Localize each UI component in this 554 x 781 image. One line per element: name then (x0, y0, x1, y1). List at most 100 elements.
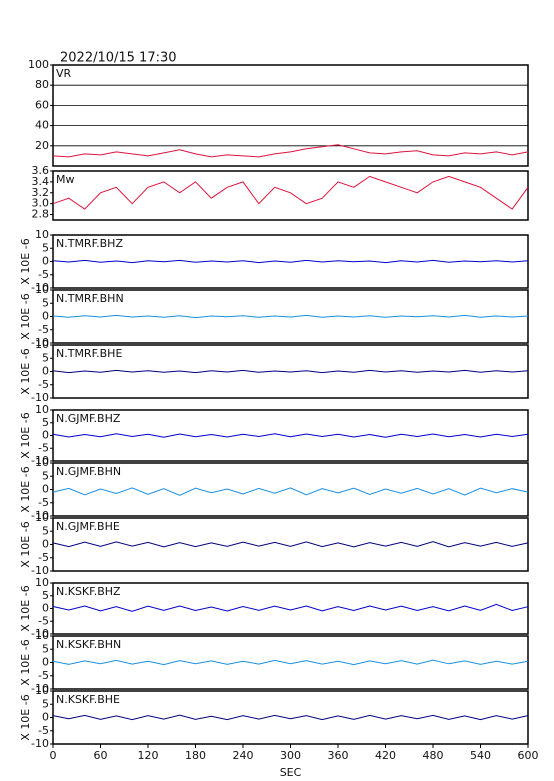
y-tick-label: -5 (38, 614, 49, 627)
trace-line (52, 433, 529, 438)
trace-line (52, 259, 529, 264)
y-tick-label: 5 (42, 697, 49, 710)
y-tick-label: 10 (35, 403, 49, 416)
panel-label: N.KSKF.BHZ (56, 585, 121, 598)
panel-label: N.GJMF.BHE (56, 520, 120, 533)
x-tick-label: 120 (138, 749, 159, 762)
y-tick-label: 0 (42, 365, 49, 378)
chart-title: 2022/10/15 17:30 (60, 51, 177, 66)
y-tick-label: 3.4 (32, 175, 50, 188)
trace-line (52, 369, 529, 374)
y-tick-label: 60 (35, 98, 49, 111)
y-tick-label: -5 (38, 724, 49, 737)
y-tick-label: -10 (31, 391, 49, 404)
y-tick-label: 5 (42, 241, 49, 254)
panel-label: N.TMRF.BHZ (56, 237, 123, 250)
y-tick-label: 0 (42, 602, 49, 615)
x-tick-label: 300 (280, 749, 301, 762)
panel-label: VR (56, 67, 72, 80)
y-tick-label: 0 (42, 255, 49, 268)
panel-label: N.TMRF.BHE (56, 347, 122, 360)
y-tick-label: -5 (38, 323, 49, 336)
x-tick-label: 0 (50, 749, 57, 762)
trace-line (52, 314, 529, 319)
x-tick-label: 540 (470, 749, 491, 762)
y-tick-label: 10 (35, 228, 49, 241)
y-tick-label: -10 (31, 336, 49, 349)
x-tick-label: 180 (185, 749, 206, 762)
y-tick-label: 5 (42, 416, 49, 429)
y-tick-label: 0 (42, 711, 49, 724)
panel-frame (52, 64, 529, 167)
y-tick-label: 5 (42, 589, 49, 602)
x-axis-label: SEC (280, 766, 302, 779)
trace-line (52, 144, 529, 158)
y-tick-label: -10 (31, 509, 49, 522)
y-axis-label: X 10E -6 (19, 639, 32, 685)
y-tick-label: 10 (35, 684, 49, 697)
x-tick-label: 480 (423, 749, 444, 762)
y-tick-label: 3.6 (32, 164, 50, 177)
y-tick-label: 0 (42, 538, 49, 551)
y-tick-label: 10 (35, 511, 49, 524)
y-tick-label: -5 (38, 496, 49, 509)
y-axis-label: X 10E -6 (19, 694, 32, 740)
y-tick-label: 5 (42, 296, 49, 309)
y-axis-label: X 10E -6 (19, 521, 32, 567)
y-tick-label: -10 (31, 682, 49, 695)
y-tick-label: 80 (35, 78, 49, 91)
y-axis-label: X 10E -6 (19, 293, 32, 339)
panel-label: Mw (56, 173, 75, 186)
panel-label: N.KSKF.BHE (56, 693, 120, 706)
y-tick-label: -10 (31, 737, 49, 750)
panel-label: N.KSKF.BHN (56, 638, 121, 651)
trace-line (52, 659, 529, 666)
y-tick-label: 10 (35, 576, 49, 589)
panel-label: N.GJMF.BHZ (56, 412, 121, 425)
panel-label: N.GJMF.BHN (56, 465, 121, 478)
y-tick-label: -10 (31, 281, 49, 294)
y-tick-label: 0 (42, 429, 49, 442)
y-tick-label: 0 (42, 310, 49, 323)
y-tick-label: -10 (31, 564, 49, 577)
y-tick-label: -10 (31, 627, 49, 640)
trace-line (52, 603, 529, 612)
y-tick-label: 3.0 (32, 197, 50, 210)
x-tick-label: 600 (518, 749, 539, 762)
y-tick-label: 40 (35, 119, 49, 132)
panel-frame (52, 170, 529, 221)
x-tick-label: 420 (375, 749, 396, 762)
y-axis-label: X 10E -6 (19, 412, 32, 458)
panel-label: N.TMRF.BHN (56, 292, 124, 305)
y-tick-label: -10 (31, 454, 49, 467)
y-tick-label: -5 (38, 551, 49, 564)
y-tick-label: 100 (28, 58, 49, 71)
y-tick-label: 5 (42, 351, 49, 364)
y-tick-label: 2.8 (32, 208, 50, 221)
y-tick-label: 5 (42, 469, 49, 482)
y-tick-label: -5 (38, 441, 49, 454)
y-tick-label: 5 (42, 642, 49, 655)
y-tick-label: -5 (38, 268, 49, 281)
y-tick-label: 0 (42, 656, 49, 669)
y-tick-label: 5 (42, 524, 49, 537)
y-axis-label: X 10E -6 (19, 348, 32, 394)
y-tick-label: 10 (35, 629, 49, 642)
y-tick-label: 10 (35, 283, 49, 296)
trace-line (52, 487, 529, 496)
y-axis-label: X 10E -6 (19, 466, 32, 512)
y-axis-label: X 10E -6 (19, 585, 32, 631)
x-tick-label: 240 (233, 749, 254, 762)
y-tick-label: -5 (38, 378, 49, 391)
x-tick-label: 60 (94, 749, 108, 762)
y-tick-label: 10 (35, 456, 49, 469)
trace-line (52, 541, 529, 548)
y-tick-label: 10 (35, 338, 49, 351)
y-tick-label: 0 (42, 483, 49, 496)
trace-line (52, 714, 529, 721)
panel-frame (52, 462, 529, 517)
y-tick-label: 3.2 (32, 186, 50, 199)
y-tick-label: 20 (35, 139, 49, 152)
